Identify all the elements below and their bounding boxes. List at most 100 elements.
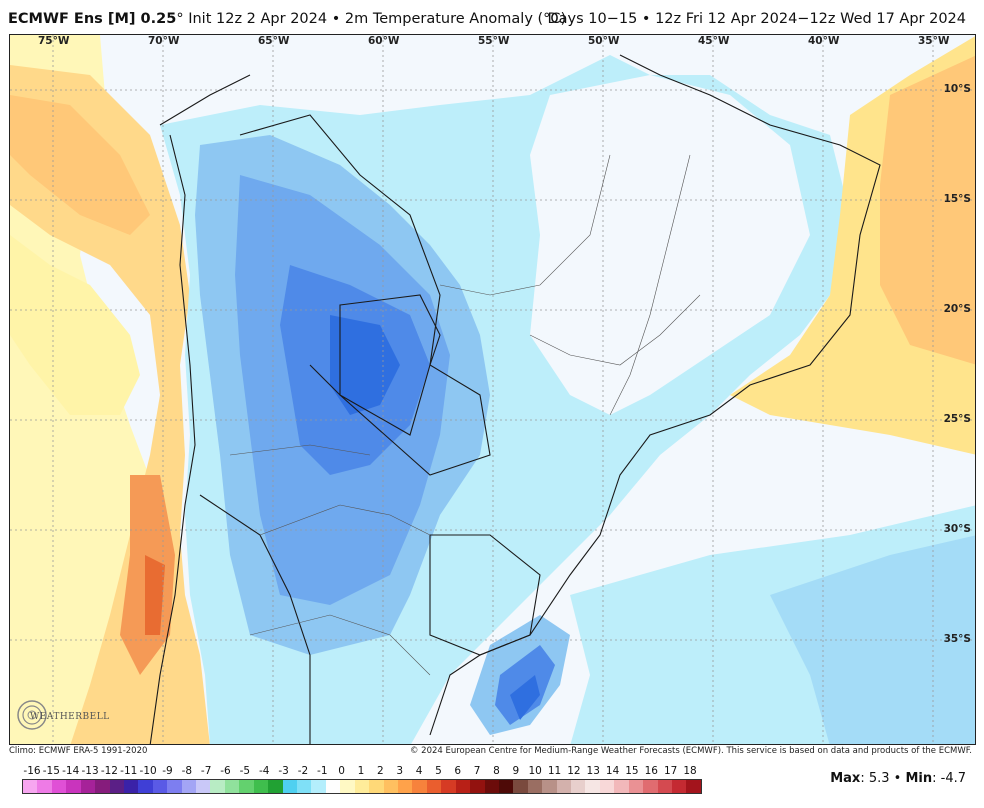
- legend-tick-label: -4: [258, 765, 270, 777]
- uruguay-border: [429, 534, 541, 656]
- legend-swatch: [181, 780, 197, 793]
- legend-tick-label: 16: [644, 765, 658, 777]
- legend-tick-label: -9: [162, 765, 173, 777]
- legend-swatch: [628, 780, 644, 793]
- lon-label: 50°W: [588, 35, 620, 47]
- legend-tick-label: -3: [278, 765, 289, 777]
- legend-tick-label: 10: [528, 765, 542, 777]
- legend-tick-label: -5: [239, 765, 251, 777]
- south-atlantic-cool-core: [770, 535, 975, 744]
- legend-swatch: [571, 780, 586, 793]
- legend-tick-label: 6: [454, 765, 462, 777]
- legend-tick-label: 13: [586, 765, 600, 777]
- legend-tick-label: -15: [42, 765, 60, 777]
- legend-tick-label: 11: [547, 765, 562, 777]
- lon-label: 60°W: [368, 35, 400, 47]
- legend-swatch: [340, 780, 355, 793]
- lat-label: 10°S: [943, 83, 971, 95]
- legend-swatch: [426, 780, 442, 793]
- legend-tick-label: 0: [338, 765, 345, 777]
- max-min-readout: Max: 5.3 • Min: -4.7: [830, 771, 966, 786]
- state-borders: [229, 154, 701, 676]
- legend-swatch: [253, 780, 269, 793]
- legend-swatch: [23, 780, 38, 793]
- legend-tick-label: 8: [493, 765, 500, 777]
- peru-border: [159, 74, 251, 126]
- legend-swatch: [123, 780, 139, 793]
- legend-tick-label: -7: [200, 765, 212, 777]
- header: ECMWF Ens [M] 0.25° Init 12z 2 Apr 2024 …: [0, 0, 984, 34]
- legend-swatch: [311, 780, 326, 793]
- anomaly-map: [10, 35, 975, 744]
- brazil-neutral-region: [530, 75, 810, 415]
- legend-tick-label: 3: [396, 765, 404, 777]
- legend-tick-label: 18: [683, 765, 697, 777]
- legend-tick-label: -1: [317, 765, 328, 777]
- legend-swatch: [80, 780, 96, 793]
- model-name: ECMWF Ens [M] 0.25: [8, 11, 177, 27]
- legend-tick-label: -6: [220, 765, 231, 777]
- legend-tick-label: -16: [23, 765, 41, 777]
- legend-tick-label: 5: [435, 765, 442, 777]
- chile-coastline: [149, 134, 196, 744]
- legend-swatch: [66, 780, 81, 793]
- legend-swatch: [643, 780, 658, 793]
- legend-swatch: [383, 780, 398, 793]
- legend-tick-label: 4: [415, 765, 423, 777]
- legend-swatch: [657, 780, 672, 793]
- legend-swatch: [282, 780, 298, 793]
- legend-tick-label: -8: [181, 765, 193, 777]
- legend-swatch: [686, 780, 701, 793]
- legend-swatch: [671, 780, 687, 793]
- lon-label: 70°W: [148, 35, 180, 47]
- legend-swatch: [354, 780, 370, 793]
- init-time: Init 12z 2 Apr 2024: [188, 11, 328, 27]
- legend-swatch: [210, 780, 225, 793]
- legend-swatch: [268, 780, 283, 793]
- legend-tick-label: 1: [357, 765, 365, 777]
- legend-swatch: [599, 780, 615, 793]
- legend-tick-label: 2: [377, 765, 384, 777]
- legend-swatch: [239, 780, 254, 793]
- legend-swatch: [513, 780, 528, 793]
- map-frame: 75°W 70°W 65°W 60°W 55°W 50°W 45°W 40°W …: [9, 34, 976, 745]
- climo-note: Climo: ECMWF ERA-5 1991-2020: [9, 746, 148, 756]
- legend-swatch: [95, 780, 110, 793]
- copyright-note: © 2024 European Centre for Medium-Range …: [409, 746, 972, 756]
- legend-swatch: [527, 780, 543, 793]
- lat-label: 20°S: [943, 303, 971, 315]
- min-value: : -4.7: [932, 771, 966, 786]
- legend-tick-label: -10: [139, 765, 157, 777]
- legend-tick-label: 7: [473, 765, 481, 777]
- legend-swatch: [152, 780, 168, 793]
- lon-label: 35°W: [918, 35, 950, 47]
- legend-swatch: [109, 780, 124, 793]
- legend-tick-label: -12: [100, 765, 118, 777]
- legend-tick-label: 14: [605, 765, 620, 777]
- legend-tick-label: 9: [512, 765, 520, 777]
- legend-swatch: [167, 780, 182, 793]
- argentina-chile-border: [199, 494, 311, 744]
- max-label: Max: [830, 771, 861, 786]
- legend-swatch: [498, 780, 514, 793]
- legend-swatch: [470, 780, 485, 793]
- lon-label: 45°W: [698, 35, 730, 47]
- legend-swatch: [412, 780, 427, 793]
- legend-labels: -16 -15 -14 -13 -12 -11 -10 -9 -8 -7 -6 -5 -4 -3 -2 -1 0…: [22, 765, 702, 777]
- legend-tick-label: -13: [81, 765, 99, 777]
- lon-label: 75°W: [38, 35, 70, 47]
- atlantic-cold-center: [510, 675, 540, 720]
- legend-swatch: [441, 780, 456, 793]
- min-label: Min: [905, 771, 933, 786]
- chart-title: ECMWF Ens [M] 0.25° Init 12z 2 Apr 2024 …: [8, 11, 567, 27]
- legend-tick-label: -14: [62, 765, 80, 777]
- weatherbell-logo-icon: [17, 700, 47, 730]
- legend-swatch: [51, 780, 67, 793]
- max-value: : 5.3: [860, 771, 890, 786]
- lon-label: 65°W: [258, 35, 290, 47]
- legend-swatch: [138, 780, 153, 793]
- legend-swatch: [297, 780, 312, 793]
- legend-swatch: [37, 780, 52, 793]
- legend-swatch: [542, 780, 557, 793]
- lon-label: 40°W: [808, 35, 840, 47]
